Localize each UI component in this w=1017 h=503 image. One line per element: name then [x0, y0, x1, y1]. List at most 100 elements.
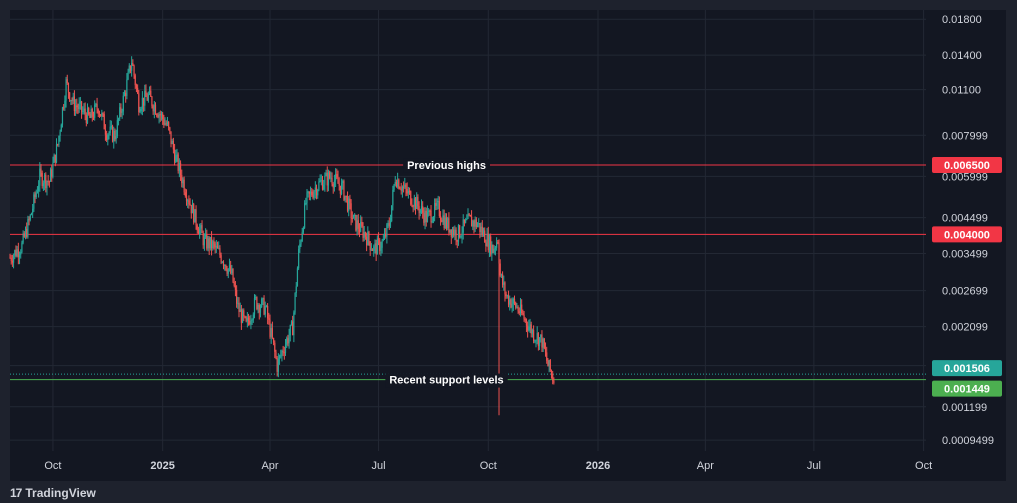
- candle-body: [540, 334, 542, 338]
- candle-body: [466, 218, 468, 220]
- candle-body: [389, 220, 392, 227]
- candle-body: [197, 230, 200, 234]
- candle-body: [96, 104, 98, 110]
- candle-body: [145, 90, 147, 97]
- tradingview-watermark[interactable]: 17 TradingView: [10, 486, 96, 500]
- candle-body: [405, 184, 407, 190]
- candle-body: [196, 225, 198, 231]
- candle-body: [473, 220, 475, 227]
- candle-body: [360, 221, 362, 232]
- candle-body: [346, 196, 349, 212]
- candle-body: [537, 333, 539, 347]
- candle-body: [257, 304, 259, 309]
- candle-body: [281, 350, 283, 356]
- candle-body: [14, 250, 16, 256]
- candle-body: [388, 223, 390, 227]
- candle-body: [65, 79, 67, 101]
- tradingview-logo-icon: 17: [10, 486, 22, 500]
- candle-body: [472, 220, 474, 227]
- candle-body: [331, 177, 333, 184]
- candle-body: [512, 298, 514, 304]
- candle-body: [527, 325, 529, 331]
- candle-body: [493, 248, 495, 253]
- candle-body: [41, 172, 43, 187]
- candle-body: [541, 334, 543, 348]
- candle-body: [356, 220, 358, 231]
- candle-body: [364, 232, 367, 237]
- candle-body: [391, 205, 393, 221]
- candle-body: [163, 119, 165, 125]
- candle-body: [187, 200, 189, 202]
- candle-body: [294, 293, 296, 313]
- candle-body: [497, 242, 499, 244]
- candle-body: [253, 298, 256, 315]
- candle-body: [194, 209, 196, 223]
- candle-body: [296, 268, 299, 287]
- candle-body: [400, 188, 402, 191]
- candle-body: [94, 104, 96, 118]
- candle-body: [453, 229, 455, 236]
- candle-body: [137, 87, 139, 94]
- candle-body: [40, 168, 42, 173]
- candle-body: [424, 210, 426, 223]
- candle-body: [503, 282, 505, 285]
- candle-body: [552, 374, 554, 381]
- x-tick-label: 2025: [150, 460, 174, 472]
- candle-body: [18, 254, 21, 258]
- candle-body: [33, 194, 35, 209]
- candle-body: [507, 295, 510, 305]
- candle-body: [202, 232, 204, 246]
- candle-body: [288, 335, 290, 344]
- candle-body: [117, 118, 120, 121]
- candle-body: [203, 237, 206, 246]
- candle-body: [272, 337, 275, 343]
- candle-body: [504, 282, 506, 295]
- candle-body: [173, 149, 176, 163]
- candle-body: [95, 104, 97, 106]
- candle-body: [482, 230, 485, 235]
- candle-body: [222, 262, 225, 266]
- x-tick-label: Oct: [44, 460, 61, 472]
- candle-body: [303, 203, 306, 228]
- annotation-label: Recent support levels: [389, 375, 503, 387]
- time-axis-background[interactable]: [10, 451, 1006, 481]
- candle-body: [532, 329, 535, 341]
- candle-body: [521, 304, 523, 314]
- candle-body: [313, 191, 315, 198]
- candle-body: [335, 174, 337, 181]
- candle-body: [9, 257, 11, 259]
- candle-body: [17, 249, 19, 258]
- candle-body: [366, 236, 368, 246]
- candle-body: [443, 215, 445, 228]
- candle-body: [240, 309, 242, 323]
- candle-body: [510, 299, 512, 308]
- candle-body: [289, 324, 291, 336]
- candle-body: [15, 250, 17, 257]
- candle-body: [263, 298, 265, 315]
- candle-body: [319, 180, 321, 182]
- candle-body: [119, 107, 121, 119]
- candle-body: [299, 244, 301, 249]
- candle-body: [538, 337, 541, 347]
- candle-body: [528, 326, 530, 331]
- candle-body: [401, 186, 404, 191]
- candle-body: [138, 93, 140, 113]
- candle-body: [475, 219, 477, 227]
- candle-body: [200, 225, 202, 229]
- candle-body: [325, 172, 327, 176]
- candle-body: [111, 126, 114, 142]
- candle-body: [88, 107, 90, 115]
- candle-body: [542, 338, 544, 348]
- candle-body: [122, 95, 124, 112]
- candle-body: [243, 310, 245, 317]
- candle-body: [201, 225, 203, 233]
- candle-body: [103, 114, 105, 130]
- candle-body: [479, 223, 481, 233]
- candle-body: [210, 236, 213, 249]
- candle-body: [21, 242, 23, 253]
- candle-body: [392, 189, 394, 206]
- candle-body: [152, 106, 154, 112]
- candle-body: [277, 358, 279, 372]
- candle-body: [191, 204, 194, 214]
